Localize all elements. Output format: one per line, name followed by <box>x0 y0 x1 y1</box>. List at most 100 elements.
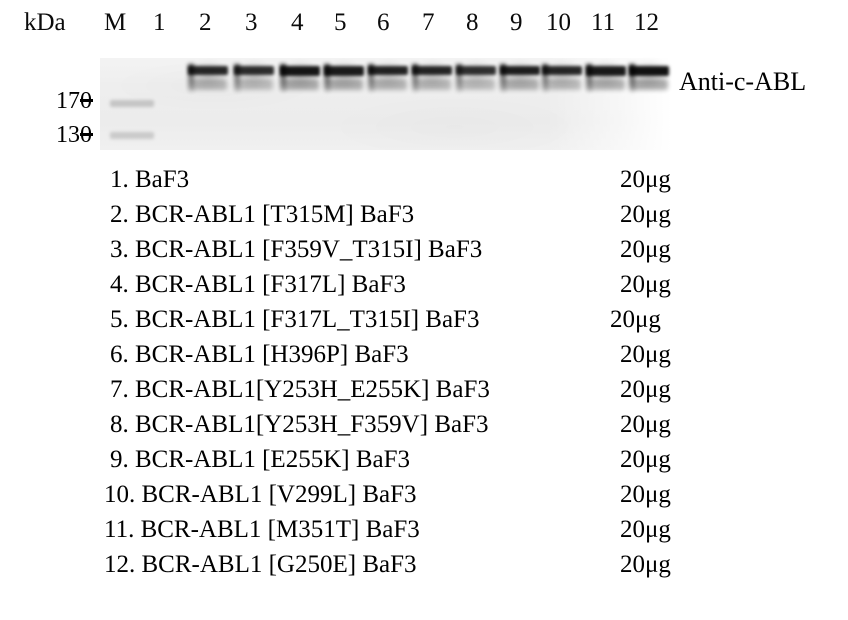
lane-label-kda: kDa <box>24 9 66 36</box>
legend-sample-amount: 20μg <box>620 236 671 263</box>
lane-label-1: 1 <box>153 9 166 36</box>
legend-row: 3. BCR-ABL1 [F359V_T315I] BaF3 20μg <box>0 233 848 268</box>
blot-band-lane-4 <box>277 58 323 150</box>
legend-row: 7. BCR-ABL1[Y253H_E255K] BaF3 20μg <box>0 373 848 408</box>
blot-membrane <box>100 58 672 150</box>
legend-sample-amount: 20μg <box>620 271 671 298</box>
lane-label-3: 3 <box>245 9 258 36</box>
band-edge-shadow <box>586 64 592 92</box>
blot-band-lane-6 <box>365 58 411 150</box>
lane-label-6: 6 <box>377 9 390 36</box>
band-primary <box>368 66 408 76</box>
lane-label-12: 12 <box>634 9 659 36</box>
band-primary <box>586 66 626 76</box>
blot-band-lane-3 <box>231 58 277 150</box>
band-edge-shadow <box>456 64 462 92</box>
band-primary <box>188 66 228 76</box>
legend-row: 9. BCR-ABL1 [E255K] BaF3 20μg <box>0 443 848 478</box>
legend-sample-amount: 20μg <box>620 446 671 473</box>
band-secondary <box>325 79 363 90</box>
legend-sample-name: 3. BCR-ABL1 [F359V_T315I] BaF3 <box>110 236 483 263</box>
ladder-band-170 <box>110 100 154 107</box>
legend-sample-name: 4. BCR-ABL1 [F317L] BaF3 <box>110 271 406 298</box>
kda-tick-130 <box>80 133 93 136</box>
band-edge-shadow <box>412 64 418 92</box>
legend-row: 4. BCR-ABL1 [F317L] BaF3 20μg <box>0 268 848 303</box>
lane-label-9: 9 <box>510 9 523 36</box>
legend-row: 6. BCR-ABL1 [H396P] BaF3 20μg <box>0 338 848 373</box>
band-primary <box>629 66 669 76</box>
band-edge-shadow <box>629 64 635 92</box>
legend-row: 8. BCR-ABL1[Y253H_F359V] BaF3 20μg <box>0 408 848 443</box>
kda-marker-170: 170 <box>56 88 92 114</box>
band-edge-shadow <box>368 64 374 92</box>
blot-band-lane-10 <box>539 58 585 150</box>
band-primary <box>412 66 452 76</box>
band-secondary <box>189 79 227 90</box>
blot-band-lane-9 <box>497 58 543 150</box>
band-edge-shadow <box>234 64 240 92</box>
blot-band-lane-5 <box>321 58 367 150</box>
band-secondary <box>543 79 581 90</box>
band-primary <box>324 66 364 76</box>
band-secondary <box>369 79 407 90</box>
legend-sample-amount: 20μg <box>620 551 671 578</box>
band-secondary <box>235 79 273 90</box>
legend-sample-amount: 20μg <box>620 341 671 368</box>
legend-row: 10. BCR-ABL1 [V299L] BaF3 20μg <box>0 478 848 513</box>
antibody-label: Anti-c-ABL <box>679 67 807 96</box>
legend-sample-name: 1. BaF3 <box>110 166 190 193</box>
lane-label-10: 10 <box>546 9 571 36</box>
legend-row: 12. BCR-ABL1 [G250E] BaF3 20μg <box>0 548 848 583</box>
legend-sample-amount: 20μg <box>620 411 671 438</box>
band-edge-shadow <box>188 64 194 92</box>
band-secondary <box>457 79 495 90</box>
legend-sample-amount: 20μg <box>620 166 671 193</box>
legend-sample-amount: 20μg <box>620 516 671 543</box>
legend-row: 5. BCR-ABL1 [F317L_T315I] BaF3 20μg <box>0 303 848 338</box>
legend-sample-name: 6. BCR-ABL1 [H396P] BaF3 <box>110 341 409 368</box>
band-secondary <box>630 79 668 90</box>
legend-sample-name: 7. BCR-ABL1[Y253H_E255K] BaF3 <box>110 376 490 403</box>
lane-label-7: 7 <box>422 9 435 36</box>
legend-sample-name: 9. BCR-ABL1 [E255K] BaF3 <box>110 446 410 473</box>
band-primary <box>280 66 320 76</box>
blot-band-lane-8 <box>453 58 499 150</box>
legend-row: 2. BCR-ABL1 [T315M] BaF3 20μg <box>0 198 848 233</box>
lane-label-11: 11 <box>591 9 616 36</box>
band-secondary <box>281 79 319 90</box>
band-primary <box>456 66 496 75</box>
band-secondary <box>413 79 451 90</box>
legend-sample-name: 12. BCR-ABL1 [G250E] BaF3 <box>104 551 417 578</box>
legend-sample-amount: 20μg <box>610 306 661 333</box>
band-edge-shadow <box>324 64 330 92</box>
blot-band-lane-2 <box>185 58 231 150</box>
band-primary <box>542 66 582 76</box>
band-edge-shadow <box>500 64 506 92</box>
band-secondary <box>501 79 539 90</box>
band-edge-shadow <box>280 64 286 92</box>
lane-label-2: 2 <box>199 9 212 36</box>
legend-sample-name: 11. BCR-ABL1 [M351T] BaF3 <box>104 516 420 543</box>
legend-sample-name: 2. BCR-ABL1 [T315M] BaF3 <box>110 201 415 228</box>
legend-row: 11. BCR-ABL1 [M351T] BaF3 20μg <box>0 513 848 548</box>
band-primary <box>234 66 274 75</box>
legend-sample-name: 8. BCR-ABL1[Y253H_F359V] BaF3 <box>110 411 489 438</box>
legend-row: 1. BaF3 20μg <box>0 163 848 198</box>
legend-sample-name: 10. BCR-ABL1 [V299L] BaF3 <box>104 481 417 508</box>
legend-sample-amount: 20μg <box>620 201 671 228</box>
lane-label-m: M <box>104 9 127 36</box>
lane-label-5: 5 <box>334 9 347 36</box>
band-edge-shadow <box>542 64 548 92</box>
lane-header-row: kDa M 1 2 3 4 5 6 7 8 9 10 11 12 <box>0 8 848 42</box>
ladder-band-130 <box>110 132 154 139</box>
legend-sample-amount: 20μg <box>620 376 671 403</box>
legend-sample-amount: 20μg <box>620 481 671 508</box>
band-secondary <box>587 79 625 90</box>
kda-marker-130: 130 <box>56 122 92 148</box>
blot-band-lane-12 <box>626 58 672 150</box>
kda-tick-170 <box>80 99 93 102</box>
lane-label-4: 4 <box>291 9 304 36</box>
legend-sample-name: 5. BCR-ABL1 [F317L_T315I] BaF3 <box>110 306 480 333</box>
band-primary <box>500 66 540 76</box>
